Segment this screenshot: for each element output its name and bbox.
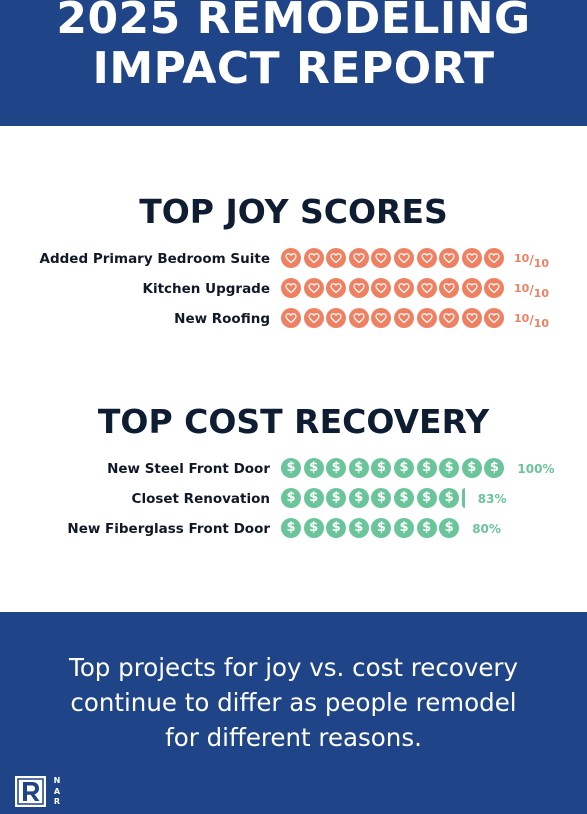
heart-icon (484, 308, 505, 328)
heart-icon (461, 278, 482, 298)
heart-icon (371, 248, 392, 268)
dollar-icon: $ (326, 518, 347, 538)
dollar-icon: $ (371, 488, 392, 508)
dollar-icon: $ (394, 458, 414, 478)
logo-letter-a: A (53, 786, 61, 796)
joy-score-denominator: 10 (533, 257, 550, 270)
dollar-icon: $ (326, 458, 347, 478)
partial-dollar-icon (461, 488, 465, 508)
joy-row-label: Kitchen Upgrade (142, 281, 271, 297)
footer-message: Top projects for joy vs. cost recovery c… (0, 650, 587, 755)
cost-section-title: TOP COST RECOVERY (97, 402, 490, 441)
dollar-icon: $ (281, 488, 301, 508)
dollar-icon: $ (303, 518, 324, 538)
joy-row: Kitchen Upgrade 10/10 (0, 277, 587, 301)
logo-letter-r: R (53, 797, 61, 806)
cost-row-label: New Steel Front Door (107, 461, 270, 477)
logo-letter-n: N (53, 776, 61, 785)
heart-icon (394, 248, 414, 268)
report-title-line-2: IMPACT REPORT (92, 43, 495, 94)
joy-row: New Roofing 10/10 (0, 307, 587, 331)
cost-recovery-value: 100% (517, 462, 555, 476)
dollar-icon: $ (303, 458, 324, 478)
joy-score-slash: / (529, 283, 534, 297)
report-title-line-1: 2025 REMODELING (56, 0, 531, 44)
dollar-icon: $ (416, 518, 437, 538)
logo-letters: N A R (52, 776, 62, 808)
cost-row: Closet Renovation $ $ $ $ $ $ $ $83% (0, 487, 587, 511)
joy-score-numerator: 10 (514, 282, 530, 295)
joy-score-slash: / (529, 253, 534, 267)
heart-icon (281, 308, 301, 328)
joy-row-label: Added Primary Bedroom Suite (39, 251, 270, 267)
dollar-icon: $ (348, 458, 369, 478)
joy-score-value: 10/10 (514, 307, 549, 331)
joy-score-denominator: 10 (533, 317, 550, 330)
dollar-icon: $ (371, 518, 392, 538)
realtor-logo-icon (15, 776, 46, 807)
dollar-icon: $ (348, 518, 369, 538)
cost-row: New Steel Front Door $ $ $ $ $ $ $ $ $ $100% (0, 457, 587, 481)
heart-icon (303, 278, 324, 298)
header-banner: 2025 REMODELING IMPACT REPORT (0, 0, 587, 126)
cost-row-label: Closet Renovation (131, 491, 270, 507)
dollar-icon: $ (394, 488, 414, 508)
joy-score-slash: / (529, 313, 534, 327)
joy-row: Added Primary Bedroom Suite 10/10 (0, 247, 587, 271)
heart-icon (303, 308, 324, 328)
heart-icon (416, 248, 437, 268)
heart-icon (416, 308, 437, 328)
footer-banner: Top projects for joy vs. cost recovery c… (0, 612, 587, 814)
joy-section-title: TOP JOY SCORES (139, 192, 448, 231)
joy-score-numerator: 10 (514, 312, 530, 325)
heart-icon (461, 248, 482, 268)
dollar-icon: $ (394, 518, 414, 538)
heart-icon (348, 248, 369, 268)
footer-line-2: continue to differ as people remodel (70, 688, 517, 717)
cost-row-label: New Fiberglass Front Door (67, 521, 270, 537)
cost-row: New Fiberglass Front Door $ $ $ $ $ $ $ $80% (0, 517, 587, 541)
heart-icon (303, 248, 324, 268)
cost-recovery-value: 80% (472, 522, 501, 536)
heart-icon (461, 308, 482, 328)
dollar-icon: $ (281, 458, 301, 478)
joy-score-denominator: 10 (533, 287, 550, 300)
heart-icon (281, 278, 301, 298)
footer-line-1: Top projects for joy vs. cost recovery (69, 653, 518, 682)
dollar-icon: $ (439, 458, 460, 478)
heart-icon (326, 308, 347, 328)
dollar-icon: $ (416, 458, 437, 478)
cost-recovery-value: 83% (477, 492, 507, 506)
dollar-icon: $ (439, 518, 460, 538)
dollar-icon: $ (348, 488, 369, 508)
heart-icon (484, 248, 505, 268)
dollar-icon: $ (416, 488, 437, 508)
heart-icon (439, 248, 460, 268)
heart-icon (394, 308, 414, 328)
dollar-icon: $ (461, 458, 482, 478)
heart-icon (348, 308, 369, 328)
footer-line-3: for different reasons. (165, 723, 422, 752)
heart-icon (394, 278, 414, 298)
heart-icon (439, 308, 460, 328)
dollar-icon: $ (326, 488, 347, 508)
joy-row-label: New Roofing (174, 311, 270, 327)
joy-score-value: 10/10 (514, 247, 549, 271)
heart-icon (416, 278, 437, 298)
joy-score-numerator: 10 (514, 252, 530, 265)
heart-icon (371, 278, 392, 298)
joy-score-value: 10/10 (514, 277, 549, 301)
dollar-icon: $ (281, 518, 301, 538)
dollar-icon: $ (439, 488, 460, 508)
dollar-icon: $ (303, 488, 324, 508)
dollar-icon: $ (484, 458, 505, 478)
heart-icon (281, 248, 301, 268)
heart-icon (326, 248, 347, 268)
heart-icon (439, 278, 460, 298)
heart-icon (484, 278, 505, 298)
dollar-icon: $ (371, 458, 392, 478)
heart-icon (348, 278, 369, 298)
heart-icon (371, 308, 392, 328)
heart-icon (326, 278, 347, 298)
